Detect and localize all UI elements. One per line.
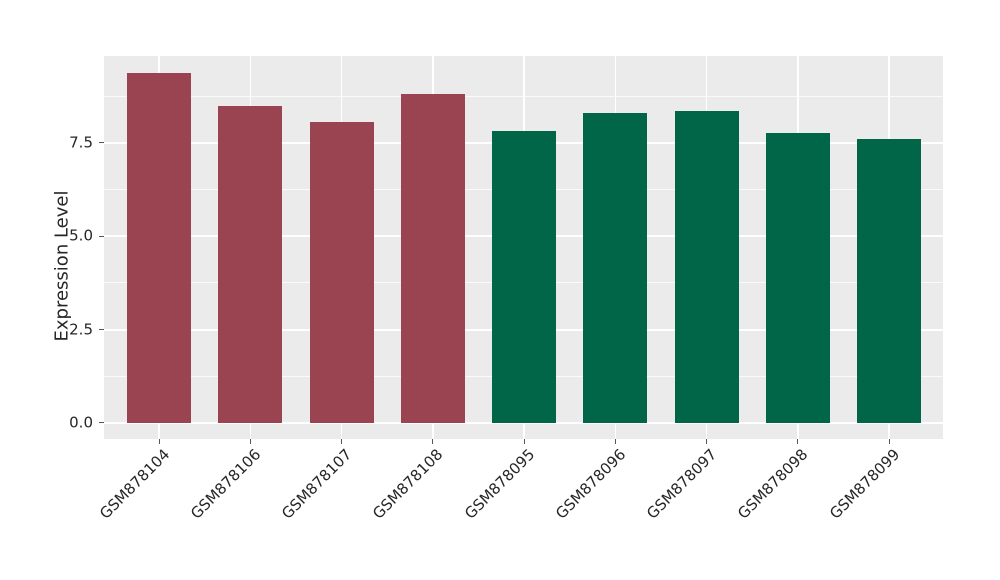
x-tick-mark [523, 439, 525, 444]
y-tick-label: 2.5 [69, 320, 93, 339]
y-tick-mark [99, 422, 104, 424]
x-tick-mark [249, 439, 251, 444]
x-tick-mark [706, 439, 707, 444]
bar-GSM878099 [857, 138, 921, 423]
y-tick-label: 7.5 [69, 133, 93, 152]
y-tick-mark [99, 329, 104, 331]
bar-GSM878096 [583, 113, 648, 423]
bar-GSM878098 [765, 132, 830, 423]
x-tick-mark [341, 439, 342, 444]
y-tick-mark [99, 142, 104, 144]
x-tick-mark [797, 439, 799, 444]
bar-GSM878107 [309, 122, 374, 423]
x-tick-mark [888, 439, 890, 444]
x-tick-mark [158, 439, 160, 444]
bar-GSM878095 [492, 131, 556, 423]
y-axis-title: Expression Level [51, 190, 73, 341]
y-tick-label: 0.0 [69, 413, 93, 432]
x-tick-label: GSM878098 [734, 445, 812, 523]
x-tick-label: GSM878099 [825, 445, 904, 523]
bar-GSM878106 [218, 105, 283, 423]
x-tick-label: GSM878106 [186, 445, 265, 523]
x-tick-label: GSM878095 [460, 445, 539, 523]
x-tick-label: GSM878096 [551, 445, 630, 523]
x-tick-label: GSM878107 [278, 445, 356, 523]
y-tick-label: 5.0 [69, 226, 93, 245]
bar-GSM878097 [674, 111, 739, 423]
chart-panel [104, 56, 943, 439]
x-tick-label: GSM878108 [369, 445, 447, 523]
y-tick-mark [99, 235, 104, 237]
bar-GSM878104 [127, 72, 191, 423]
bar-GSM878108 [400, 94, 465, 423]
x-tick-mark [432, 439, 434, 444]
x-tick-label: GSM878097 [643, 445, 721, 523]
x-tick-mark [614, 439, 616, 444]
x-tick-label: GSM878104 [95, 445, 174, 523]
